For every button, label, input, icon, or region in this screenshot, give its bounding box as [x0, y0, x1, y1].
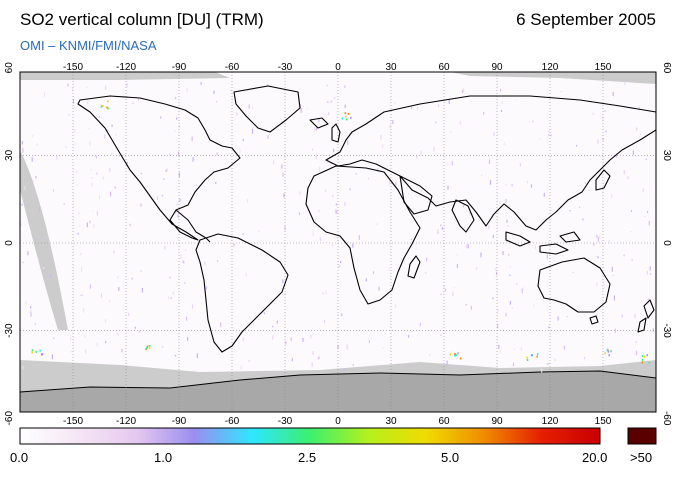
graticule	[20, 72, 656, 412]
colorbar-label-1: 1.0	[154, 450, 173, 465]
lon-tick-label-bottom: 90	[491, 416, 503, 427]
so2-speckles	[20, 82, 656, 373]
lat-tick-label-right: 0	[661, 240, 672, 246]
lon-tick-label-bottom: 120	[542, 416, 559, 427]
map-title: SO2 vertical column [DU] (TRM)	[20, 10, 264, 29]
lon-tick-label-bottom: -90	[172, 416, 187, 427]
india-coast	[451, 199, 475, 233]
lon-tick-label-top: 120	[542, 62, 559, 73]
greenland-coast	[233, 85, 301, 133]
lon-tick-label-top: -120	[116, 62, 136, 73]
lat-tick-label-right: 60	[661, 62, 672, 74]
lat-tick-label-right: -60	[661, 411, 672, 426]
coastlines	[77, 85, 656, 353]
eurasia-coast	[325, 95, 656, 231]
madagascar-coast	[407, 255, 421, 279]
britain-coast	[331, 123, 341, 143]
lon-tick-label-top: -150	[63, 62, 83, 73]
lon-tick-label-top: -60	[225, 62, 240, 73]
colorbar	[19, 427, 601, 445]
lat-tick-label-left: 0	[4, 240, 15, 246]
colorbar-label-3: 5.0	[441, 450, 460, 465]
lon-tick-label-top: 150	[595, 62, 612, 73]
north-america-coast	[77, 95, 241, 241]
lon-tick-label-bottom: 0	[335, 416, 341, 427]
new-zealand-coast	[637, 299, 655, 333]
map-credit: OMI – KNMI/FMI/NASA	[20, 38, 157, 53]
australia-coast	[537, 257, 611, 313]
southeast-asia-islands	[505, 231, 581, 255]
lon-tick-label-top: 90	[491, 62, 503, 73]
map-axes: -150 -150 -120 -120 -90 -90 -60 -60 -30 -30 0 0 30 30…	[4, 62, 672, 427]
lon-tick-label-top: 0	[335, 62, 341, 73]
lon-tick-label-bottom: 30	[385, 416, 397, 427]
lon-tick-label-bottom: -150	[63, 416, 83, 427]
japan-coast	[595, 169, 611, 191]
africa-coast	[305, 165, 421, 305]
lat-tick-label-left: -30	[4, 323, 15, 338]
lat-tick-label-left: -60	[4, 411, 15, 426]
lon-tick-label-bottom: -60	[225, 416, 240, 427]
colorbar-label-5: >50	[630, 450, 653, 465]
lat-tick-label-left: 30	[4, 149, 15, 161]
lat-tick-label-right: -30	[661, 323, 672, 338]
lon-tick-label-top: -30	[278, 62, 293, 73]
central-america-coast	[175, 209, 211, 243]
map-date: 6 September 2005	[516, 10, 656, 29]
map-frame	[19, 71, 657, 413]
colorbar-label-2: 2.5	[298, 450, 317, 465]
iceland-coast	[309, 117, 329, 129]
colorbar-label-0: 0.0	[10, 450, 29, 465]
tasmania-coast	[589, 315, 599, 325]
lon-tick-label-top: 30	[385, 62, 397, 73]
lon-tick-label-bottom: -30	[278, 416, 293, 427]
lat-tick-label-right: 30	[661, 150, 672, 162]
colorbar-label-4: 20.0	[582, 450, 608, 465]
lon-tick-label-bottom: -120	[116, 416, 136, 427]
lon-tick-label-bottom: 60	[438, 416, 450, 427]
lat-tick-label-left: 60	[4, 62, 15, 74]
lon-tick-label-top: 60	[438, 62, 450, 73]
lon-tick-label-top: -90	[172, 62, 187, 73]
lon-tick-label-bottom: 150	[595, 416, 612, 427]
south-america-coast	[195, 233, 289, 353]
colorbar-over-box	[627, 427, 657, 445]
